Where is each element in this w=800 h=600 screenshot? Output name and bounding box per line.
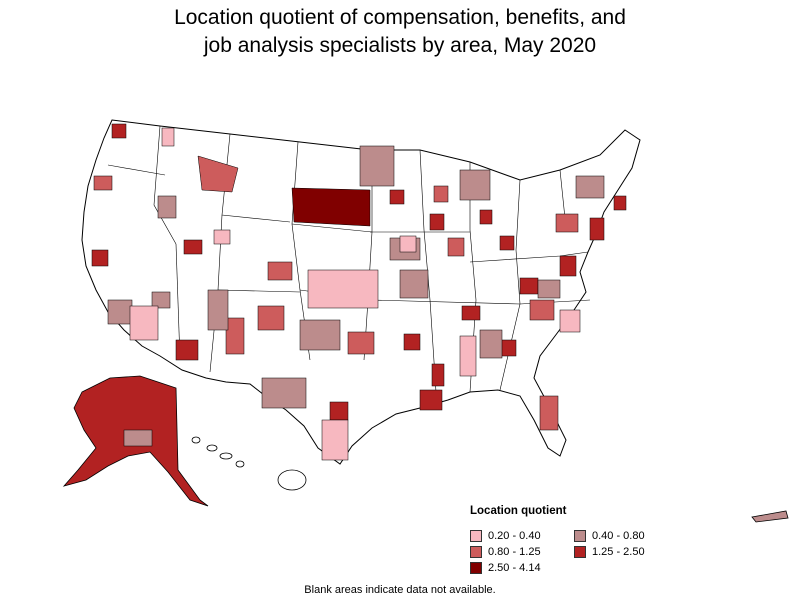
area-oklahoma [347,331,375,355]
area-north-dakota [359,145,395,187]
area-carolinas [529,299,555,321]
legend-item-1: 0.40 - 0.80 [574,529,684,542]
area-minneapolis [389,189,405,205]
legend: Location quotient 0.20 - 0.40 0.40 - 0.8… [470,505,710,574]
area-phoenix [175,339,199,361]
area-mississippi [431,363,445,387]
area-dc [559,255,577,277]
legend-label: 1.25 - 2.50 [592,545,645,558]
area-ohio [499,235,515,251]
legend-item-0: 0.20 - 0.40 [470,529,574,542]
legend-swatch [470,561,482,574]
title-line-2: job analysis specialists by area, May 20… [203,34,597,57]
area-il-south [399,235,417,253]
area-washington-east [161,127,175,147]
area-west-texas [261,377,307,409]
area-alabama [459,335,477,377]
area-kentucky [519,277,539,295]
area-houston [329,401,349,421]
area-chicago [429,213,445,231]
area-wisconsin [433,185,449,203]
legend-title: Location quotient [470,505,567,517]
area-florida [539,395,559,431]
area-boise [183,239,203,255]
area-south-dakota [291,187,371,227]
legend-item-3: 1.25 - 2.50 [574,545,684,558]
area-sf [91,249,109,267]
legend-swatch [470,545,482,558]
area-louisiana [419,389,443,411]
legend-label: 0.40 - 0.80 [592,529,645,542]
area-wyoming [213,229,231,245]
area-nm-east [257,305,285,331]
area-utah [207,289,229,331]
area-boston [613,195,627,211]
area-tennessee [461,305,481,321]
area-seattle [111,123,127,139]
area-atlanta [499,339,517,357]
area-penn [555,213,579,233]
alaska-inner-area [123,429,153,447]
legend-swatch [470,529,482,542]
title-line-1: Location quotient of compensation, benef… [174,6,626,29]
area-south-texas [321,419,349,461]
area-missouri [399,269,429,299]
footnote: Blank areas indicate data not available. [304,584,496,596]
area-sc [559,309,581,333]
area-western-montana [197,155,239,193]
area-oregon [93,175,113,191]
area-michigan [459,169,491,201]
puerto-rico-shape [751,510,789,523]
area-nevada [151,291,171,309]
legend-swatch [574,545,586,558]
area-socal [107,299,133,325]
area-texas [299,319,341,351]
area-colorado [267,261,293,281]
legend-label: 0.80 - 1.25 [488,545,541,558]
area-kansas [307,269,379,309]
legend-label: 2.50 - 4.14 [488,561,541,574]
hawaii-islands [191,436,307,491]
area-nyc [589,217,605,241]
legend-item-2: 0.80 - 1.25 [470,545,574,558]
lq-areas [91,123,627,461]
area-arizona [129,305,159,341]
area-idaho [157,195,177,219]
legend-item-4: 2.50 - 4.14 [470,561,574,574]
legend-swatch [574,529,586,542]
area-new-mexico [225,317,245,355]
area-indiana [447,237,465,257]
map-title: Location quotient of compensation, benef… [0,4,800,60]
area-newengland [575,175,605,199]
area-virginia [537,279,561,299]
legend-label: 0.20 - 0.40 [488,529,541,542]
area-detroit [479,209,493,225]
area-arkansas [403,333,421,351]
area-georgia [479,329,503,359]
